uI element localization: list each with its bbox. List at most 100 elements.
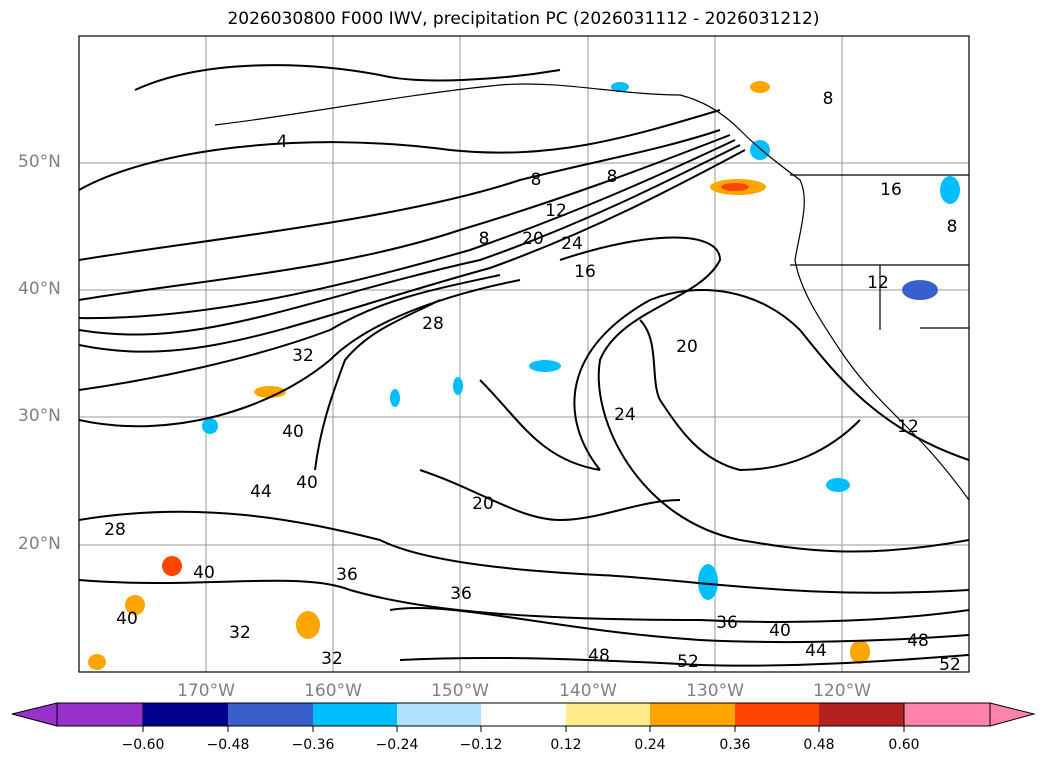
contour-label: 36 [716, 613, 738, 633]
colorbar-segment [481, 703, 566, 726]
precip-patch [721, 183, 749, 191]
colorbar-segment [735, 703, 819, 726]
contour-line [79, 149, 746, 353]
contour-label: 8 [607, 167, 618, 187]
contour-line [399, 654, 969, 667]
colorbar-tick-label: 0.24 [634, 737, 666, 753]
lat-label: 30°N [18, 406, 61, 426]
precip-patch [750, 140, 770, 160]
contour-label: 12 [897, 417, 919, 437]
contour-line [79, 129, 721, 261]
contour-label: 48 [588, 646, 610, 666]
colorbar-tick-label: −0.12 [459, 737, 503, 753]
colorbar-tick-label: −0.60 [121, 737, 165, 753]
contour-label: 8 [947, 217, 958, 237]
contour-label: 32 [321, 649, 343, 669]
chart-title: 2026030800 F000 IWV, precipitation PC (2… [227, 9, 820, 29]
contour-label: 20 [676, 337, 698, 357]
contour-label: 24 [614, 405, 636, 425]
contour-label: 12 [545, 201, 567, 221]
lat-label: 20°N [18, 534, 61, 554]
colorbar-tick-label: 0.36 [719, 737, 751, 753]
contour-line [79, 139, 736, 320]
contour-label: 24 [561, 234, 583, 254]
contour-label: 36 [450, 584, 472, 604]
colorbar-tick-label: 0.12 [550, 737, 582, 753]
map-frame [78, 35, 970, 673]
contour-line [79, 274, 501, 391]
precip-patch [453, 377, 463, 395]
colorbar [11, 702, 1036, 732]
colorbar-tick-label: −0.24 [375, 737, 419, 753]
contour-line [419, 469, 681, 522]
contour-line [479, 379, 601, 471]
contour-label: 8 [479, 229, 490, 249]
contour-label: 44 [250, 482, 272, 502]
lon-label: 140°W [559, 681, 617, 701]
precip-patch [88, 654, 106, 670]
precip-patch [750, 81, 770, 93]
contour-label: 52 [677, 652, 699, 672]
contour-label: 40 [116, 609, 138, 629]
precip-patch [611, 82, 629, 92]
colorbar-tick-label: 0.48 [803, 737, 835, 753]
contour-line [389, 607, 969, 644]
colorbar-extend-min [11, 702, 144, 727]
contour-line [559, 236, 969, 553]
contour-line [79, 510, 969, 594]
contour-label: 40 [769, 621, 791, 641]
precip-patch [826, 478, 850, 492]
contour-label: 16 [880, 180, 902, 200]
precip-patch [940, 176, 960, 204]
contour-label: 12 [867, 273, 889, 293]
contour-label: 8 [531, 170, 542, 190]
colorbar-tick-label: −0.48 [206, 737, 250, 753]
colorbar-segment [313, 703, 397, 726]
lat-label: 50°N [18, 152, 61, 172]
contour-label: 40 [282, 422, 304, 442]
iwv-contours [79, 64, 969, 667]
contour-label: 20 [472, 494, 494, 514]
contour-label: 28 [104, 520, 126, 540]
contour-label: 20 [522, 229, 544, 249]
lon-label: 150°W [431, 681, 489, 701]
colorbar-extend-max [903, 702, 1036, 727]
contour-line [314, 299, 441, 471]
contour-label: 48 [907, 631, 929, 651]
coastlines [214, 83, 969, 501]
precip-patch [162, 556, 182, 576]
contour-label: 40 [193, 563, 215, 583]
contour-line [79, 109, 721, 191]
contour-label: 44 [805, 641, 827, 661]
lon-label: 170°W [177, 681, 235, 701]
contour-label: 4 [277, 132, 288, 152]
precip-patch [850, 640, 870, 664]
precip-patch [902, 280, 938, 300]
coastline [214, 83, 969, 501]
contour-line [79, 134, 731, 301]
contour-label: 36 [336, 565, 358, 585]
contour-label: 52 [939, 655, 961, 675]
colorbar-tick-label: 0.60 [888, 737, 920, 753]
colorbar-segment [566, 703, 650, 726]
colorbar-tick-label: −0.36 [291, 737, 335, 753]
lon-label: 130°W [686, 681, 744, 701]
contour-label: 32 [229, 623, 251, 643]
colorbar-segment [228, 703, 313, 726]
contour-line [134, 64, 561, 91]
lon-label: 120°W [813, 681, 871, 701]
colorbar-segment [397, 703, 481, 726]
lat-label: 40°N [18, 279, 61, 299]
contour-line [79, 144, 741, 336]
contour-line [79, 579, 969, 623]
contour-label: 40 [296, 473, 318, 493]
colorbar-segment [650, 703, 735, 726]
contour-line [573, 289, 969, 471]
contour-line [639, 319, 861, 472]
border-line [790, 174, 969, 330]
precip-patch [296, 611, 320, 639]
precip-patch [529, 360, 561, 372]
contour-label: 16 [574, 262, 596, 282]
